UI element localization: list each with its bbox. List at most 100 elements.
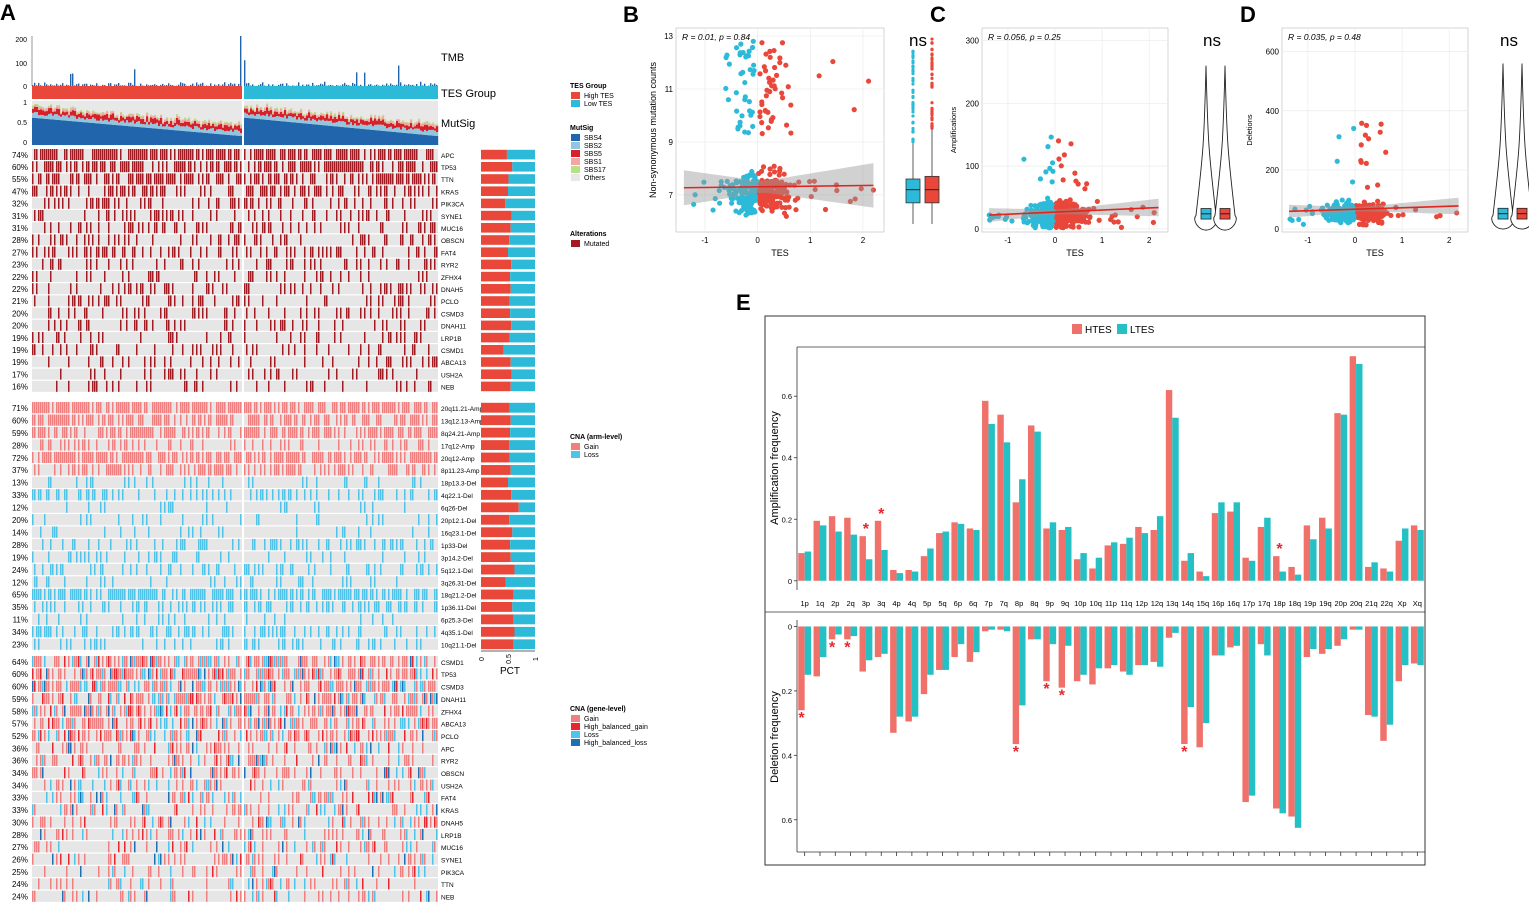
cna-cell: [362, 464, 364, 476]
tmb-bar: [302, 84, 304, 86]
mutsig-segment: [378, 116, 381, 119]
mutsig-segment: [238, 125, 241, 131]
mutsig-segment: [370, 116, 373, 118]
mutsig-segment: [184, 121, 187, 127]
gene-cna-cell: [332, 680, 334, 692]
cna-cell: [220, 551, 222, 563]
mutsig-segment: [248, 115, 251, 119]
gene-cna-cell: [198, 693, 200, 705]
gene-cna-cell: [364, 656, 366, 668]
cna-cell: [388, 588, 390, 600]
mutation-cell: [276, 271, 278, 282]
mutation-cell: [156, 185, 158, 197]
gene-cna-cell: [174, 705, 176, 717]
mutation-cell: [262, 295, 264, 307]
mutation-cell: [86, 307, 88, 319]
cna-cell: [156, 638, 158, 650]
cna-cell: [248, 464, 250, 476]
mutsig-segment: [384, 120, 387, 123]
cna-cell: [290, 414, 292, 426]
mutation-cell: [76, 161, 78, 173]
cna-cell: [394, 638, 396, 650]
mutsig-segment: [234, 135, 237, 145]
mutsig-segment: [44, 115, 47, 119]
mutsig-segment: [422, 123, 425, 127]
cna-cell: [42, 414, 44, 426]
mutation-cell: [310, 380, 312, 392]
mutsig-segment: [426, 125, 429, 132]
mutation-cell: [284, 307, 286, 319]
gene-cna-cell: [198, 754, 200, 766]
cna-cell: [100, 551, 102, 563]
gene-cna-cell: [360, 693, 362, 705]
mutsig-segment: [290, 109, 293, 113]
mutation-cell: [346, 161, 348, 173]
mutsig-segment: [92, 117, 95, 123]
mutation-cell: [326, 173, 328, 185]
cna-cell: [382, 588, 384, 600]
gene-cna-cell: [226, 767, 228, 779]
gene-cna-cell: [220, 668, 222, 680]
mutsig-segment: [340, 126, 343, 145]
gene-cna-cell: [290, 730, 292, 742]
cna-cell: [132, 464, 134, 476]
gene-cna-cell: [160, 705, 162, 717]
cna-cell: [280, 439, 282, 451]
mutation-cell: [414, 149, 416, 160]
gene-cna-cell: [304, 680, 306, 692]
tmb-bar: [114, 84, 116, 86]
mutation-cell: [292, 161, 294, 173]
mutation-cell: [322, 356, 324, 368]
mutation-cell: [302, 210, 304, 221]
cna-cell: [262, 489, 264, 501]
mutation-cell: [370, 185, 372, 197]
gene-cna-cell: [158, 656, 160, 668]
gene-cna-cell: [216, 717, 218, 729]
mutsig-segment: [34, 104, 37, 107]
mutation-cell: [102, 307, 104, 319]
mutation-cell: [136, 344, 138, 356]
mutation-cell: [50, 258, 52, 270]
gene-cna-cell: [144, 680, 146, 692]
mutsig-segment: [36, 106, 39, 112]
mutation-cell: [366, 173, 368, 185]
gene-cna-cell: [110, 754, 112, 766]
mutation-cell: [200, 161, 202, 173]
cna-cell: [336, 414, 338, 426]
cna-cell: [372, 402, 374, 414]
cna-cell: [86, 613, 88, 625]
cna-cell: [274, 426, 276, 439]
cna-cell: [54, 601, 56, 613]
gene-cna-cell: [292, 717, 294, 729]
cna-cell: [270, 451, 272, 464]
mutsig-segment: [428, 122, 431, 124]
mutation-cell: [220, 332, 222, 343]
mutation-cell: [394, 295, 396, 307]
mutsig-segment: [232, 135, 235, 145]
cna-cell: [228, 464, 230, 476]
cna-cell: [272, 414, 274, 426]
cna-cell: [48, 439, 50, 451]
mutation-cell: [230, 356, 232, 368]
mutation-cell: [316, 344, 318, 356]
gene-cna-cell: [102, 767, 104, 779]
cna-cell: [104, 489, 106, 501]
gene-cna-cell: [216, 656, 218, 668]
cna-cell: [362, 588, 364, 600]
mutation-cell: [234, 307, 236, 319]
gene-cna-cell: [230, 668, 232, 680]
gene-cna-cell: [272, 656, 274, 668]
mutsig-segment: [118, 119, 121, 121]
gene-cna-cell: [356, 730, 358, 742]
cna-cell: [44, 588, 46, 600]
gene-cna-cell: [90, 705, 92, 717]
mutation-cell: [252, 271, 254, 282]
mutsig-segment: [406, 125, 409, 131]
mutation-cell: [292, 173, 294, 185]
gene-cna-cell: [228, 754, 230, 766]
gene-cna-cell: [144, 742, 146, 754]
cna-cell: [308, 588, 310, 600]
cna-cell: [414, 464, 416, 476]
mutsig-segment: [52, 119, 55, 145]
mutsig-segment: [416, 122, 419, 125]
